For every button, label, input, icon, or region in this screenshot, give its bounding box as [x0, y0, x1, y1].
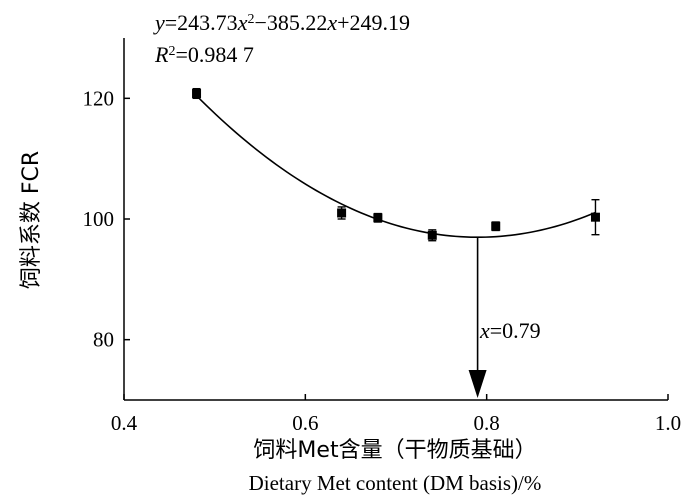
y-tick-label: 120	[83, 86, 115, 110]
arrow-layer	[468, 237, 487, 398]
x-tick-label: 0.4	[111, 411, 138, 435]
y-tick-label: 100	[83, 207, 115, 231]
data-point	[373, 213, 383, 223]
data-point	[427, 230, 437, 240]
data-point	[192, 89, 202, 99]
optimum-label: x=0.79	[479, 318, 541, 343]
x-tick-label: 0.8	[474, 411, 500, 435]
tick-group: 0.4 0.6 0.8 1.0 80 100 120	[83, 86, 682, 435]
fit-curve-layer	[195, 95, 596, 239]
data-point	[337, 208, 347, 218]
x-axis-label-en: Dietary Met content (DM basis)/%	[249, 471, 542, 495]
optimum-arrow-head	[468, 370, 487, 398]
x-axis-label-cn: 饲料Met含量（干物质基础）	[253, 438, 536, 463]
points-layer	[192, 87, 600, 242]
y-tick-label: 80	[93, 328, 114, 352]
data-point	[491, 221, 501, 231]
data-point	[590, 212, 600, 222]
regression-equation: y=243.73x2−385.22x+249.19	[153, 10, 410, 35]
fit-curve	[195, 95, 596, 239]
y-axis-label: 饲料系数 FCR	[19, 151, 44, 289]
x-tick-label: 0.6	[292, 411, 318, 435]
x-tick-label: 1.0	[655, 411, 681, 435]
r-squared: R2=0.984 7	[154, 42, 254, 67]
